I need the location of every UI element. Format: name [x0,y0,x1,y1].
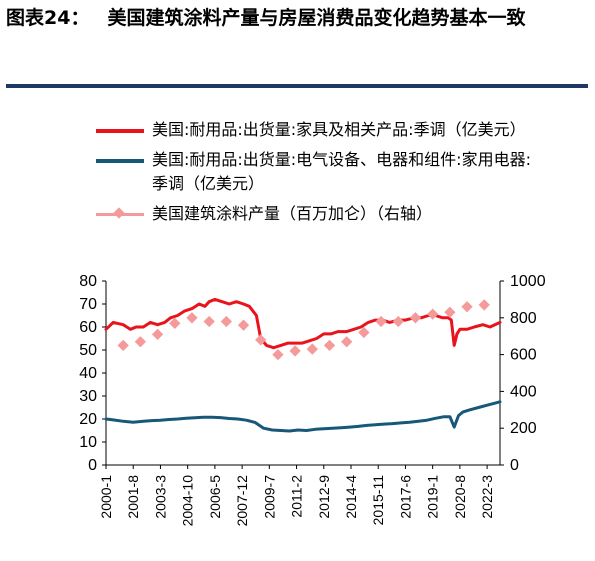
y-right-tick-label: 800 [510,310,537,327]
y-right-tick-label: 200 [510,420,537,437]
x-tick-label: 2015-11 [370,475,386,526]
x-tick-label: 2020-8 [452,475,468,519]
line-chart: 01020304050607080020040060080010002000-1… [79,273,546,527]
y-left-tick-label: 70 [79,296,97,313]
legend-swatch-appliances [96,159,144,163]
paint-point-marker [341,336,353,348]
x-tick-label: 2011-2 [289,475,305,518]
paint-point-marker [323,339,336,352]
y-right-tick-label: 0 [510,457,519,474]
y-right-tick-label: 600 [510,347,537,364]
y-left-tick-label: 30 [79,388,97,405]
y-right-tick-label: 400 [510,383,537,400]
paint-point-marker [117,339,129,352]
legend-label-furniture: 美国:耐用品:出货量:家具及相关产品:季调（亿美元） [152,120,526,139]
legend-swatch-paint [96,213,144,216]
x-tick-label: 2019-1 [425,475,441,519]
y-left-tick-label: 0 [88,457,97,474]
legend-label-paint: 美国建筑涂料产量（百万加仑）（右轴） [152,204,433,223]
y-left-tick-label: 60 [79,319,97,336]
legend-item-appliances: 美国:耐用品:出货量:电气设备、电器和组件:家用电器:季调（亿美元） [94,148,534,196]
series-line-1 [104,400,502,433]
paint-point-marker [289,345,301,357]
y-left-tick-label: 40 [79,365,97,382]
paint-point-marker [409,312,422,324]
paint-point-marker [220,315,233,328]
y-left-tick-label: 80 [79,273,97,290]
paint-point-marker [392,315,404,328]
legend-item-paint: 美国建筑涂料产量（百万加仑）（右轴） [94,202,534,226]
x-tick-label: 2000-1 [98,475,114,519]
x-tick-label: 2004-10 [180,475,196,527]
title-divider [6,84,588,88]
x-tick-label: 2022-3 [479,475,495,519]
x-tick-label: 2017-6 [397,475,413,519]
paint-point-marker [272,348,284,361]
y-right-tick-label: 1000 [510,273,546,290]
y-left-tick-label: 10 [79,434,97,451]
paint-point-marker [427,308,439,320]
paint-point-marker [461,301,473,313]
paint-point-marker [306,343,318,355]
paint-point-marker [237,319,250,331]
y-left-tick-label: 20 [79,411,97,428]
legend-item-furniture: 美国:耐用品:出货量:家具及相关产品:季调（亿美元） [94,118,534,142]
x-tick-label: 2006-5 [207,475,223,519]
x-tick-label: 2014-4 [343,475,359,519]
x-tick-label: 2001-8 [125,475,141,519]
x-tick-label: 2009-7 [261,475,277,519]
paint-point-marker [134,336,147,348]
figure-number: 图表24： [6,7,90,29]
figure-title-text: 美国建筑涂料产量与房屋消费品变化趋势基本一致 [107,7,526,29]
y-left-tick-label: 50 [79,342,97,359]
x-tick-label: 2003-3 [152,475,168,519]
chart-legend: 美国:耐用品:出货量:家具及相关产品:季调（亿美元） 美国:耐用品:出货量:电气… [94,118,534,232]
paint-point-marker [478,299,490,311]
x-tick-label: 2007-12 [234,475,250,527]
legend-swatch-furniture [96,129,144,133]
paint-point-marker [203,315,215,328]
x-tick-label: 2012-9 [316,475,332,519]
paint-point-marker [186,312,198,324]
paint-point-marker [444,306,456,318]
figure-title: 图表24： 美国建筑涂料产量与房屋消费品变化趋势基本一致 [6,4,586,32]
paint-point-marker [375,315,387,328]
legend-label-appliances: 美国:耐用品:出货量:电气设备、电器和组件:家用电器:季调（亿美元） [152,150,531,193]
paint-point-marker [151,328,164,341]
series-line-0 [104,297,502,350]
